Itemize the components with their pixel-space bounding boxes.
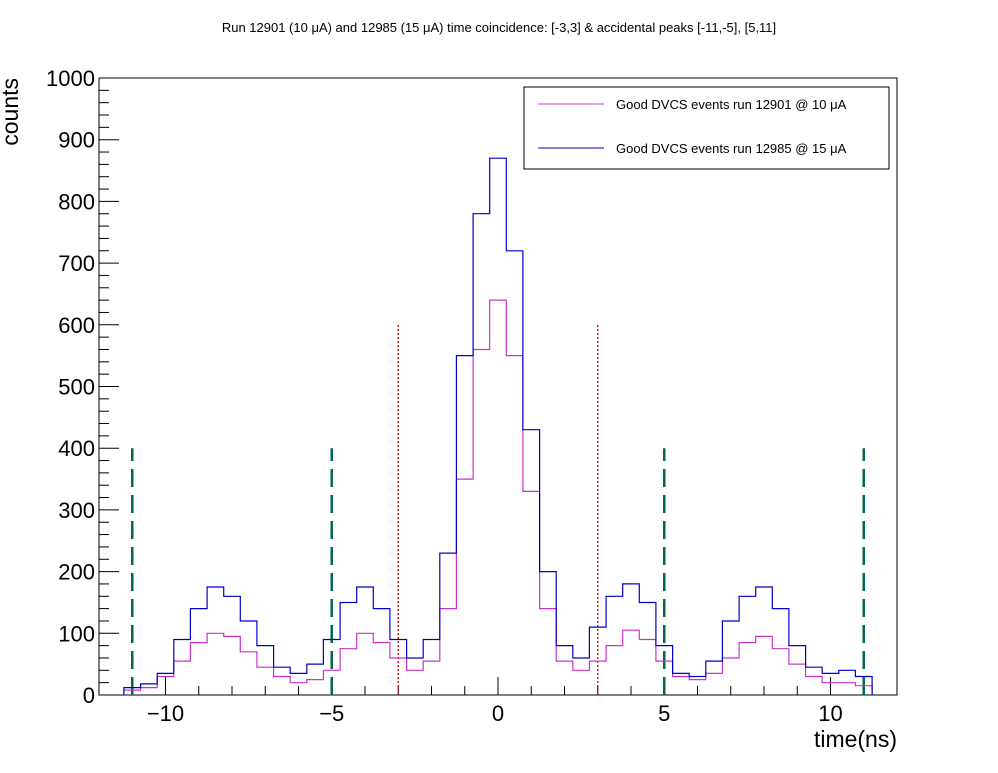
y-tick-label: 600 xyxy=(58,313,95,338)
x-tick-label: 0 xyxy=(492,701,504,726)
series-line-1 xyxy=(123,299,873,695)
y-tick-label: 700 xyxy=(58,251,95,276)
legend-box xyxy=(523,86,890,170)
plot-frame xyxy=(98,77,898,696)
x-tick-label: 5 xyxy=(658,701,670,726)
x-tick-label: −5 xyxy=(319,701,344,726)
y-tick-label: 300 xyxy=(58,498,95,523)
y-axis-title: counts xyxy=(0,78,23,146)
legend: Good DVCS events run 12901 @ 10 μA Good … xyxy=(523,86,890,170)
x-tick-label: −10 xyxy=(147,701,184,726)
y-tick-label: 800 xyxy=(58,189,95,214)
series-line-2 xyxy=(123,157,873,695)
legend-label-series-1: Good DVCS events run 12901 @ 10 μA xyxy=(616,97,847,112)
legend-label-series-2: Good DVCS events run 12985 @ 15 μA xyxy=(616,141,847,156)
x-axis-title: time(ns) xyxy=(814,726,897,752)
y-tick-label: 400 xyxy=(58,436,95,461)
y-tick-label: 1000 xyxy=(46,66,95,91)
y-tick-label: 0 xyxy=(83,683,95,708)
y-tick-label: 900 xyxy=(58,128,95,153)
y-tick-label: 200 xyxy=(58,560,95,585)
y-tick-label: 100 xyxy=(58,621,95,646)
chart-title: Run 12901 (10 μA) and 12985 (15 μA) time… xyxy=(222,20,776,35)
series-layer xyxy=(123,157,873,695)
x-tick-label: 10 xyxy=(818,701,842,726)
axis-ticks: 0 100 200 300 400 500 600 700 800 900 1000 −10 −5 0 5 1… xyxy=(46,66,898,726)
y-tick-label: 500 xyxy=(58,375,95,400)
window-markers xyxy=(131,324,865,695)
